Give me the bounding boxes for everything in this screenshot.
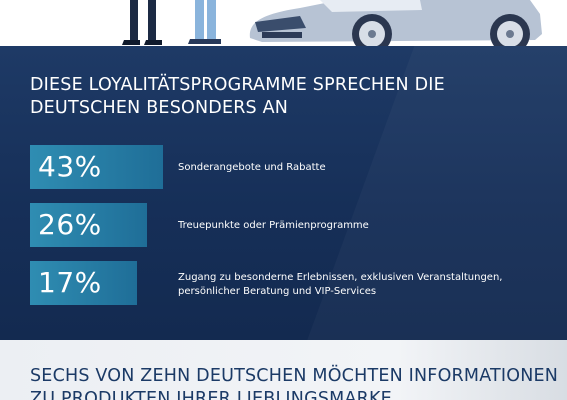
stat-label: Sonderangebote und Rabatte xyxy=(178,162,326,173)
stat-percent: 26% xyxy=(38,208,102,241)
stat-label: Treuepunkte oder Prämienprogramme xyxy=(178,220,369,231)
info-section: SECHS VON ZEHN DEUTSCHEN MÖCHTEN INFORMA… xyxy=(0,340,567,400)
people-car-illustration xyxy=(122,0,543,46)
section-heading: SECHS VON ZEHN DEUTSCHEN MÖCHTEN INFORMA… xyxy=(30,366,559,400)
car-icon xyxy=(249,0,543,46)
person-icon xyxy=(122,0,162,45)
stat-row-2: 26% Treuepunkte oder Prämienprogramme xyxy=(0,203,567,247)
person-icon xyxy=(188,0,221,44)
loyalty-programs-panel: DIESE LOYALITÄTSPROGRAMME SPRECHEN DIE D… xyxy=(0,46,567,340)
stat-bar: 17% xyxy=(30,261,137,305)
illustration-strip xyxy=(0,0,567,46)
stat-row-3: 17% Zugang zu besonderne Erlebnissen, ex… xyxy=(0,261,567,305)
stat-percent: 43% xyxy=(38,150,102,183)
panel-heading: DIESE LOYALITÄTSPROGRAMME SPRECHEN DIE D… xyxy=(30,75,445,118)
stat-row-1: 43% Sonderangebote und Rabatte xyxy=(0,145,567,189)
stat-bar: 26% xyxy=(30,203,147,247)
stat-percent: 17% xyxy=(38,266,102,299)
stat-label: Zugang zu besonderne Erlebnissen, exklus… xyxy=(178,272,503,297)
stat-bar: 43% xyxy=(30,145,163,189)
